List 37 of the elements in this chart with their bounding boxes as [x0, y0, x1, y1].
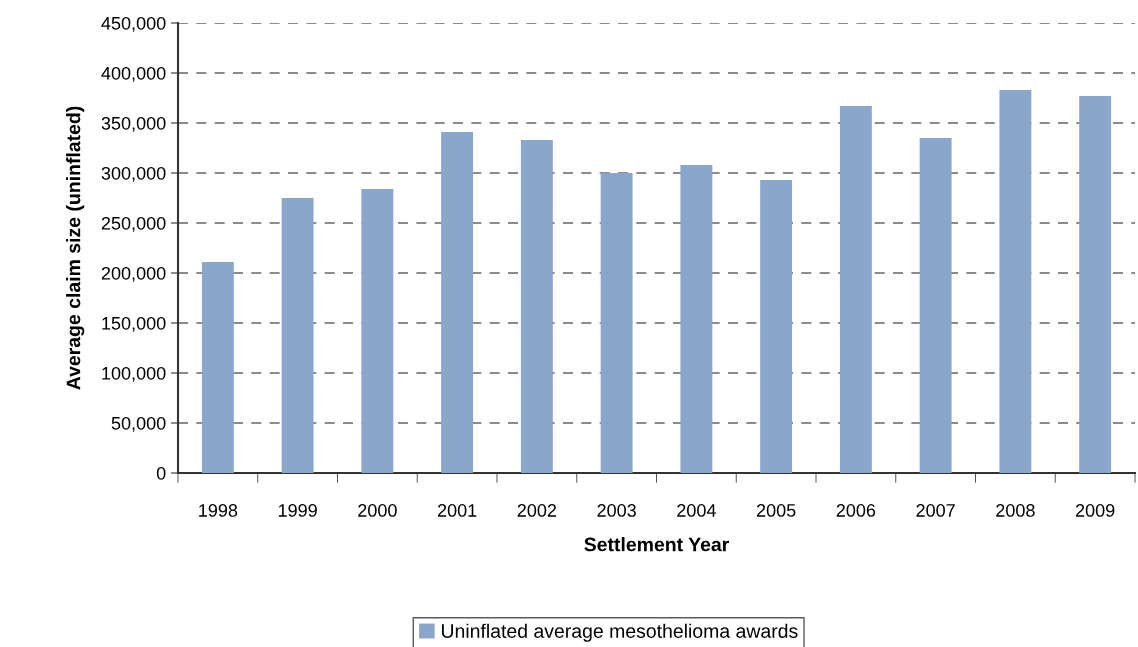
x-tick-label: 2003 [597, 504, 636, 517]
bar [680, 165, 713, 473]
bar [441, 132, 474, 473]
y-tick-label: 50,000 [111, 416, 166, 432]
x-tick-label: 2007 [916, 504, 955, 517]
x-tick-label: 1998 [199, 504, 238, 517]
y-tick-label: 150,000 [102, 316, 166, 332]
y-tick-label: 400,000 [101, 66, 166, 82]
x-tick-label: 2009 [1075, 504, 1115, 517]
y-tick-label: 450,000 [101, 16, 166, 32]
bar [839, 106, 872, 473]
x-tick-label: 2005 [756, 504, 796, 517]
x-axis-title: Settlement Year [584, 537, 729, 552]
y-tick-label: 0 [156, 466, 166, 480]
bar [1079, 96, 1112, 473]
x-tick-label: 1999 [278, 504, 317, 517]
y-tick-label: 300,000 [101, 166, 166, 182]
legend-label: Uninflated average mesothelioma awards [441, 623, 798, 642]
bar [760, 180, 793, 473]
bar [281, 198, 314, 473]
x-tick-label: 2001 [437, 504, 477, 517]
x-tick-label: 2006 [836, 504, 876, 517]
bar [520, 140, 553, 473]
y-axis-title: Average claim size (uninflated) [66, 106, 85, 390]
bar [919, 138, 952, 473]
y-tick-label: 200,000 [101, 266, 166, 282]
bar [201, 262, 234, 473]
x-tick-label: 2008 [996, 504, 1035, 517]
y-tick-label: 350,000 [101, 116, 166, 132]
x-tick-label: 2002 [517, 504, 557, 517]
bar [600, 173, 633, 473]
bar [361, 189, 394, 473]
y-tick-label: 100,000 [102, 366, 166, 382]
x-tick-label: 2000 [358, 504, 397, 517]
x-tick-label: 2004 [677, 504, 716, 517]
bar [999, 90, 1032, 473]
y-tick-label: 250,000 [101, 216, 166, 232]
